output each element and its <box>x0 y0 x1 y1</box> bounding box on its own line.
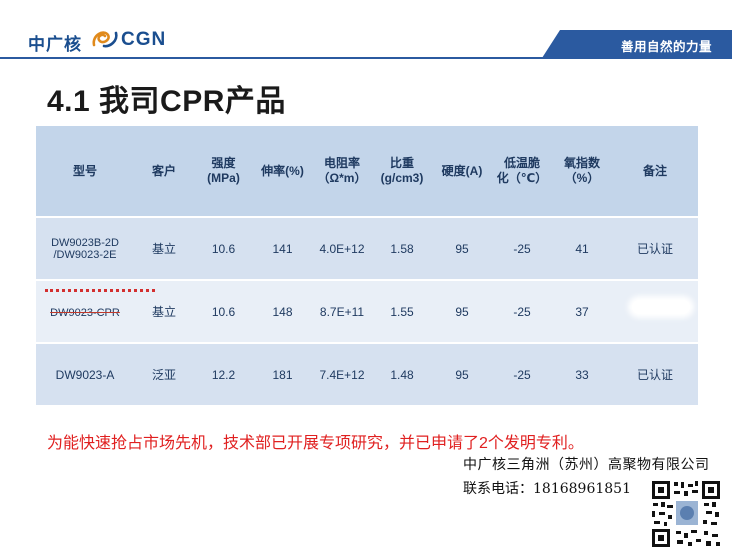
company-name: 中广核三角洲（苏州）高聚物有限公司 <box>463 457 710 473</box>
cell-brittle-temp: -25 <box>492 343 552 407</box>
header-model: 型号 <box>36 126 134 218</box>
slide-title: 4.1 我司CPR产品 <box>47 85 286 118</box>
cell-strength: 10.6 <box>194 217 253 281</box>
header-resistivity: 电阻率 （Ω*m） <box>312 126 372 218</box>
slogan-text: 善用自然的力量 <box>620 40 712 54</box>
cgn-swirl-logo-icon <box>92 31 118 48</box>
cell-density: 1.58 <box>372 217 432 281</box>
cell-oxygen-index: 37 <box>552 280 612 344</box>
patent-note: 为能快速抢占市场先机，技术部已开展专项研究，并已申请了2个发明专利。 <box>47 435 584 452</box>
cell-strength: 12.2 <box>194 343 253 407</box>
cell-hardness: 95 <box>432 217 492 281</box>
cell-remark: 已认证 <box>612 343 698 407</box>
header-brittle-temp: 低温脆 化（℃） <box>492 126 552 218</box>
cell-hardness: 95 <box>432 343 492 407</box>
slide-header: 中广核 CGN <box>0 0 732 56</box>
header-hardness: 硬度(A) <box>432 126 492 218</box>
slogan-banner <box>542 30 732 58</box>
cell-density: 1.48 <box>372 343 432 407</box>
red-dotted-annotation <box>45 289 155 295</box>
header-divider <box>0 57 732 59</box>
logo-cn-text: 中广核 <box>28 35 82 54</box>
cpr-product-table: 型号 客户 强度 (MPa) 伸率(%) 电阻率 （Ω*m） 比重 (g/cm3) 硬… <box>36 126 698 407</box>
table-header-row: 型号 客户 强度 (MPa) 伸率(%) 电阻率 （Ω*m） 比重 (g/cm3) 硬… <box>36 126 698 218</box>
cell-model: DW9023B-2D/DW9023-2E <box>36 217 134 281</box>
cell-elongation: 148 <box>253 280 312 344</box>
cell-customer: 基立 <box>134 217 194 281</box>
header-customer: 客户 <box>134 126 194 218</box>
cell-customer: 泛亚 <box>134 343 194 407</box>
cell-elongation: 181 <box>253 343 312 407</box>
cell-elongation: 141 <box>253 217 312 281</box>
cell-oxygen-index: 41 <box>552 217 612 281</box>
cell-hardness: 95 <box>432 280 492 344</box>
cell-remark: 已认证 <box>612 217 698 281</box>
header-strength: 强度 (MPa) <box>194 126 253 218</box>
header-elongation: 伸率(%) <box>253 126 312 218</box>
cell-strength: 10.6 <box>194 280 253 344</box>
contact-phone: 联系电话：18168961851 <box>463 481 631 497</box>
table-row: DW9023B-2D/DW9023-2E 基立 10.6 141 4.0E+12… <box>36 217 698 281</box>
cell-resistivity: 8.7E+11 <box>312 280 372 344</box>
header-remark: 备注 <box>612 126 698 218</box>
cell-brittle-temp: -25 <box>492 280 552 344</box>
cell-resistivity: 7.4E+12 <box>312 343 372 407</box>
header-oxygen-index: 氧指数 （%） <box>552 126 612 218</box>
qr-code-icon[interactable] <box>650 479 722 549</box>
cell-resistivity: 4.0E+12 <box>312 217 372 281</box>
logo-en-text: CGN <box>121 29 167 50</box>
header-density: 比重 (g/cm3) <box>372 126 432 218</box>
cell-oxygen-index: 33 <box>552 343 612 407</box>
cell-density: 1.55 <box>372 280 432 344</box>
cell-brittle-temp: -25 <box>492 217 552 281</box>
obscured-remark-patch <box>632 300 690 314</box>
table-row: DW9023-A 泛亚 12.2 181 7.4E+12 1.48 95 -25… <box>36 343 698 407</box>
cell-model: DW9023-A <box>36 343 134 407</box>
